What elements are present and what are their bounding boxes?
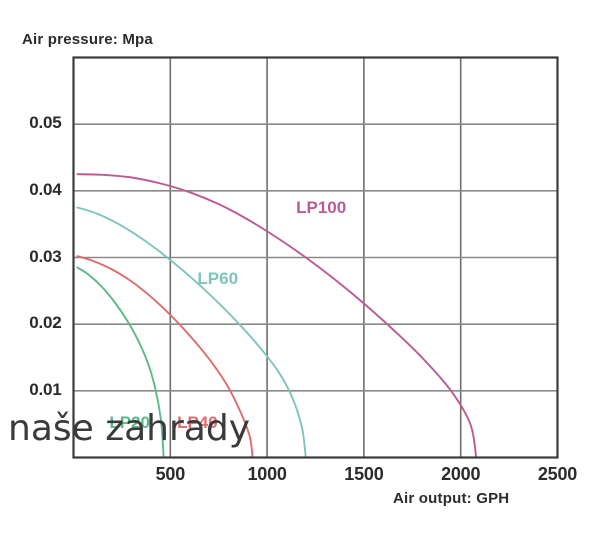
x-axis-title: Air output: GPH <box>393 490 510 507</box>
x-axis-tick-label: 1000 <box>247 463 287 484</box>
series-curve-lp100 <box>76 173 478 459</box>
y-axis-tick-label: 0.04 <box>29 179 62 199</box>
y-axis-title: Air pressure: Mpa <box>22 31 153 48</box>
y-axis-tick-label: 0.01 <box>29 379 62 399</box>
y-axis-tick-label: 0.02 <box>29 313 62 333</box>
y-axis-tick-label: 0.05 <box>29 113 62 133</box>
series-curves <box>76 173 478 459</box>
y-axis-tick-label: 0.03 <box>29 246 62 266</box>
series-label-lp40: LP40 <box>177 412 218 432</box>
x-axis-tick-label: 2500 <box>537 463 578 484</box>
watermark-text: naše zahrady <box>8 408 251 449</box>
series-label-lp20: LP20 <box>109 412 150 432</box>
grid-lines <box>73 57 558 458</box>
x-axis-tick-label: 1500 <box>344 463 384 484</box>
plot-frame <box>72 56 559 459</box>
series-curve-lp20 <box>76 266 165 459</box>
series-curve-lp40 <box>76 255 254 459</box>
series-label-lp60: LP60 <box>197 268 239 288</box>
series-curve-lp60 <box>76 206 307 459</box>
x-axis-tick-label: 2000 <box>441 463 481 484</box>
x-axis-tick-label: 500 <box>155 463 186 484</box>
series-label-lp100: LP100 <box>296 197 347 217</box>
